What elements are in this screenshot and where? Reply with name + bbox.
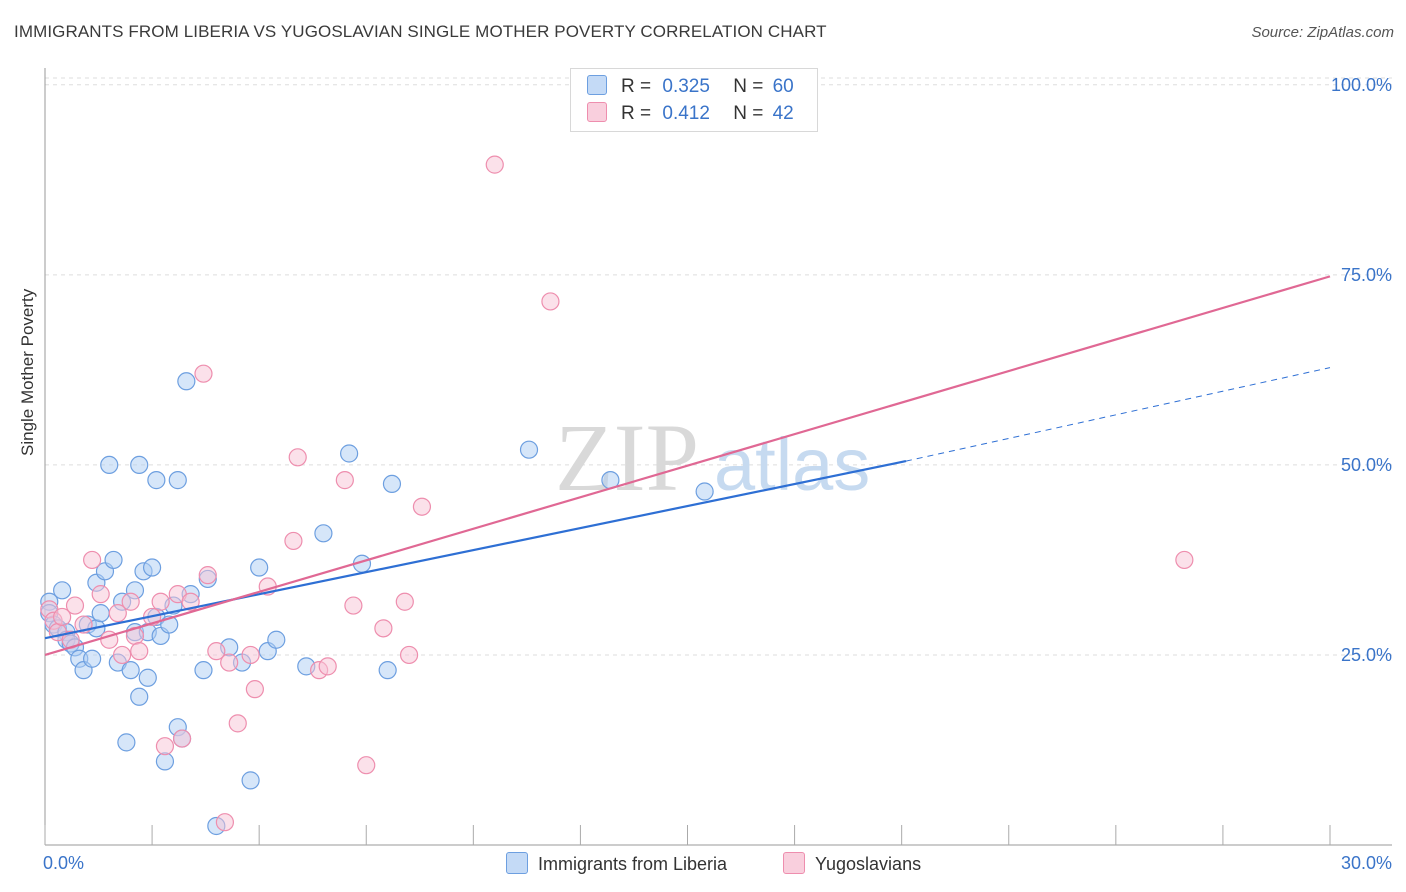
stats-legend-row-liberia: R = 0.325 N = 60: [587, 75, 794, 101]
stats-legend-row-yugoslavians: R = 0.412 N = 42: [587, 102, 794, 128]
y-tick-label: 50.0%: [1341, 455, 1392, 475]
data-point-yugoslavians: [91, 585, 110, 604]
data-point-yugoslavians: [374, 619, 393, 638]
data-point-yugoslavians: [172, 729, 192, 748]
data-point-yugoslavians: [108, 604, 127, 623]
data-point-yugoslavians: [541, 292, 560, 311]
data-point-liberia: [378, 661, 397, 680]
data-point-liberia: [130, 455, 149, 475]
data-point-liberia: [142, 558, 162, 577]
data-point-yugoslavians: [284, 531, 303, 551]
x-tick-label: 30.0%: [1341, 853, 1392, 873]
data-point-liberia: [130, 687, 149, 706]
n-value: 60: [772, 76, 794, 97]
data-point-yugoslavians: [412, 497, 432, 516]
chart-title: IMMIGRANTS FROM LIBERIA VS YUGOSLAVIAN S…: [14, 22, 827, 41]
data-point-liberia: [194, 661, 213, 680]
data-point-liberia: [250, 558, 269, 577]
y-axis-label: Single Mother Poverty: [18, 288, 37, 456]
legend-item-liberia[interactable]: Immigrants from Liberia: [506, 852, 727, 875]
data-point-yugoslavians: [335, 471, 354, 490]
grid-layer: [45, 77, 1392, 656]
watermark-atlas: atlas: [714, 423, 870, 506]
data-point-liberia: [117, 733, 136, 752]
n-value: 42: [772, 103, 794, 124]
data-point-yugoslavians: [228, 714, 247, 733]
data-point-liberia: [147, 471, 166, 490]
data-point-yugoslavians: [53, 607, 72, 627]
data-point-yugoslavians: [344, 596, 363, 615]
data-point-yugoslavians: [130, 642, 149, 661]
data-point-yugoslavians: [318, 657, 337, 676]
data-point-liberia: [100, 455, 119, 475]
x-tick-label: 0.0%: [43, 853, 84, 873]
y-tick-label: 100.0%: [1331, 75, 1392, 95]
data-point-yugoslavians: [155, 737, 175, 756]
watermark: ZIP atlas: [555, 404, 870, 511]
legend-swatch-liberia: [506, 852, 528, 874]
y-tick-label: 25.0%: [1341, 645, 1392, 665]
data-point-yugoslavians: [220, 653, 239, 672]
yugoslavians-swatch: [587, 102, 607, 122]
legend-label-yugoslavians: Yugoslavians: [815, 854, 922, 874]
data-point-liberia: [53, 581, 72, 600]
trendline-yugoslavians: [44, 275, 1331, 657]
data-point-yugoslavians: [207, 642, 226, 661]
legend-item-yugoslavians[interactable]: Yugoslavians: [783, 852, 921, 875]
data-point-yugoslavians: [151, 592, 170, 611]
data-point-yugoslavians: [83, 550, 102, 570]
trendline-liberia: [44, 460, 907, 640]
data-point-yugoslavians: [194, 364, 213, 383]
liberia-swatch: [587, 75, 607, 95]
data-point-yugoslavians: [241, 645, 260, 665]
data-point-yugoslavians: [399, 645, 419, 665]
n-label: N =: [733, 103, 764, 124]
data-point-yugoslavians: [245, 680, 264, 699]
data-point-yugoslavians: [215, 813, 234, 832]
r-value: 0.325: [662, 76, 710, 97]
data-point-liberia: [695, 482, 714, 501]
source-label: Source: ZipAtlas.com: [1251, 24, 1394, 41]
trend-layer: [44, 275, 1331, 657]
data-point-liberia: [314, 524, 333, 543]
data-point-liberia: [121, 661, 140, 680]
data-point-yugoslavians: [198, 566, 217, 585]
data-point-yugoslavians: [121, 592, 140, 611]
data-point-liberia: [91, 604, 110, 623]
data-point-liberia: [104, 550, 123, 570]
data-point-yugoslavians: [485, 155, 504, 174]
n-label: N =: [733, 76, 764, 97]
data-point-yugoslavians: [357, 756, 376, 775]
points-layer: [40, 155, 1194, 836]
data-point-yugoslavians: [395, 592, 414, 611]
data-point-yugoslavians: [1175, 550, 1194, 570]
stats-legend: R = 0.325 N = 60 R = 0.412 N = 42: [570, 68, 818, 132]
data-point-liberia: [155, 752, 175, 771]
data-point-yugoslavians: [112, 645, 132, 665]
data-point-liberia: [382, 474, 402, 494]
data-point-liberia: [241, 771, 260, 790]
data-point-liberia: [340, 444, 359, 463]
legend-swatch-yugoslavians: [783, 852, 805, 874]
legend-label-liberia: Immigrants from Liberia: [538, 854, 728, 874]
watermark-zip: ZIP: [555, 404, 699, 511]
data-point-liberia: [519, 440, 539, 459]
axes-layer: [44, 68, 1392, 846]
r-label: R =: [621, 76, 652, 97]
r-value: 0.412: [662, 103, 710, 124]
data-point-yugoslavians: [181, 592, 200, 611]
data-point-liberia: [138, 668, 157, 687]
data-point-yugoslavians: [288, 448, 307, 467]
r-label: R =: [621, 103, 652, 124]
data-point-liberia: [177, 372, 196, 391]
data-point-yugoslavians: [65, 596, 85, 615]
data-point-liberia: [267, 630, 286, 649]
data-point-liberia: [168, 471, 187, 490]
data-point-liberia: [83, 649, 102, 668]
y-tick-label: 75.0%: [1341, 265, 1392, 285]
tick-labels-layer: 25.0% 50.0% 75.0% 100.0% 0.0% 30.0%: [43, 75, 1392, 873]
